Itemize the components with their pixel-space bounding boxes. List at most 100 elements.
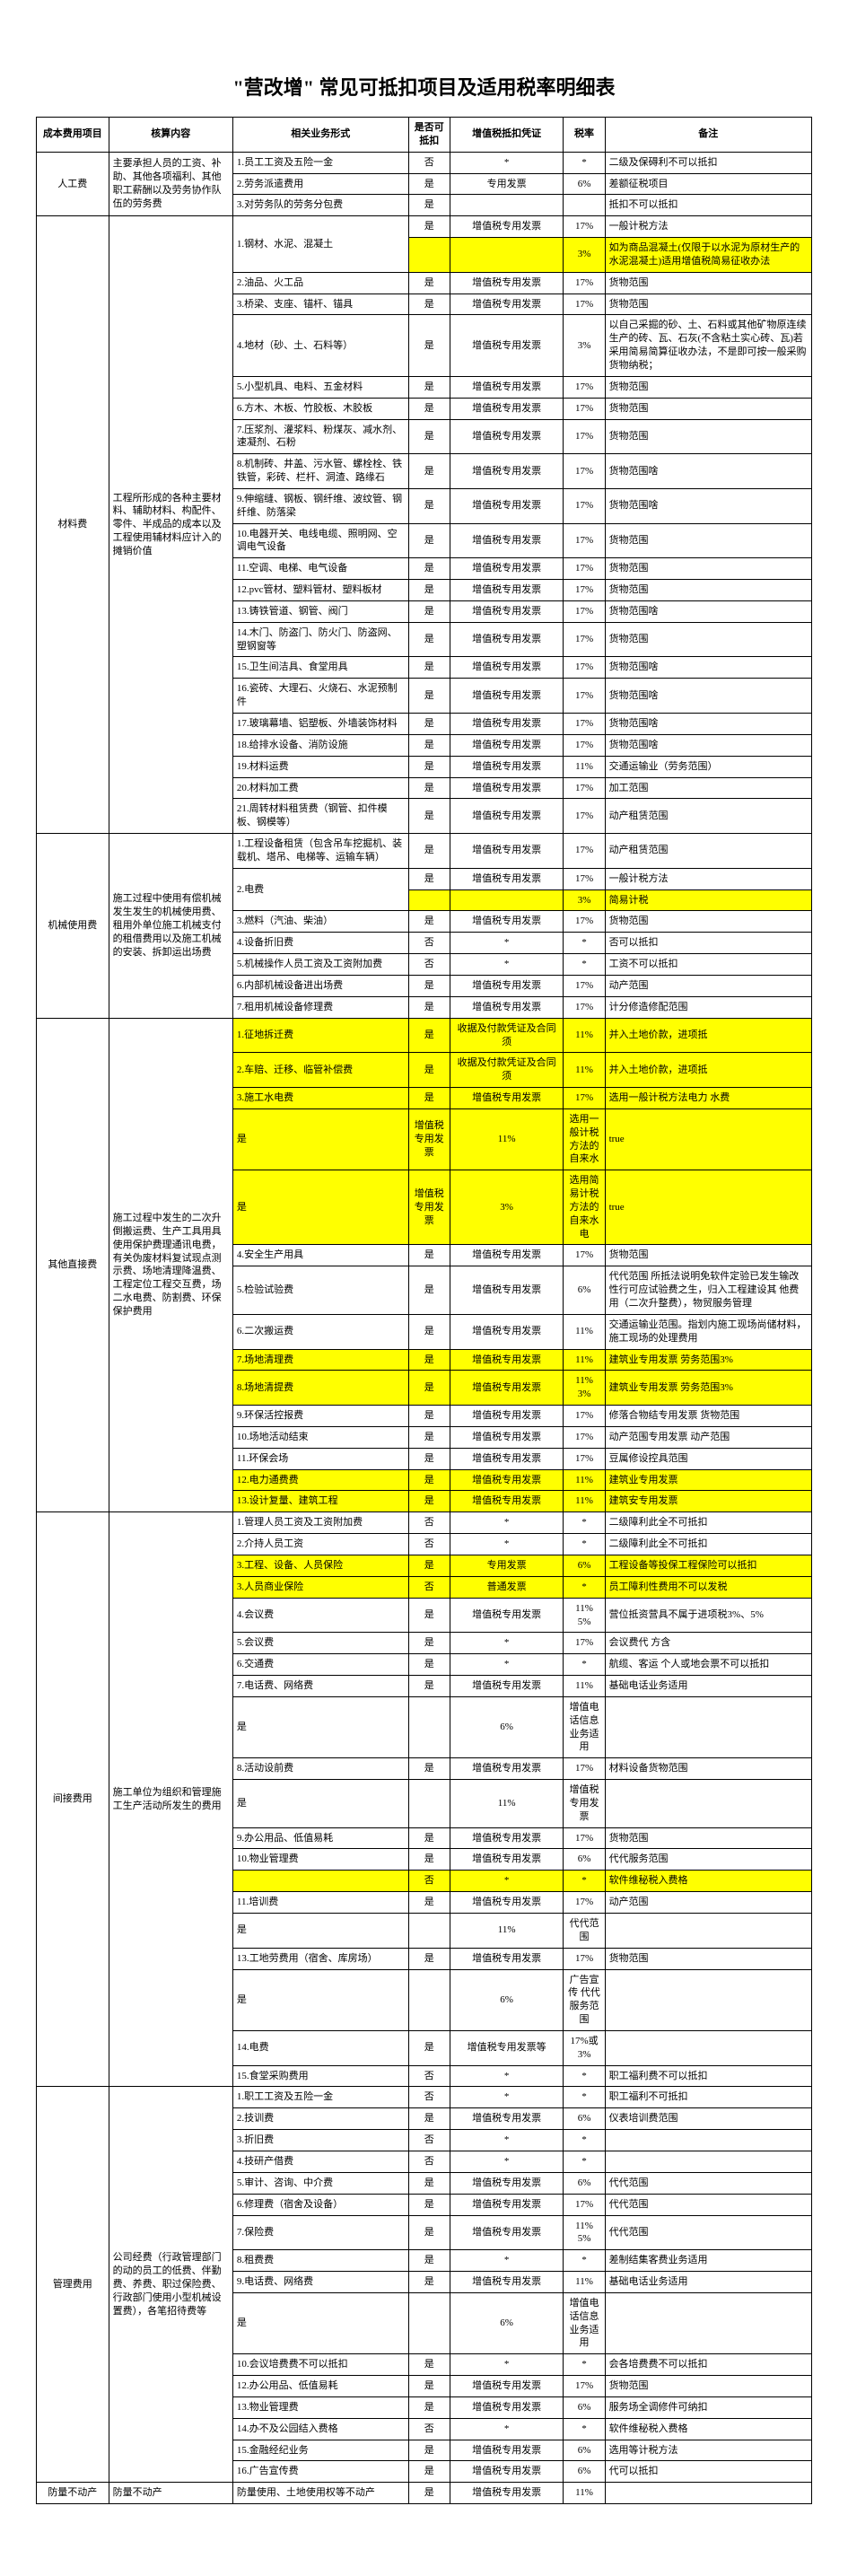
data-cell: 17% (564, 834, 605, 869)
data-cell: 增值税专用发票 (450, 834, 564, 869)
data-cell: 17% (564, 1406, 605, 1427)
data-cell: 是 (408, 2194, 450, 2215)
data-cell: 代代范围 (605, 2172, 811, 2194)
data-cell: 否 (408, 2130, 450, 2151)
data-cell: 是 (408, 216, 450, 238)
data-cell: 豆属修设控具范围 (605, 1448, 811, 1469)
data-cell: 是 (408, 558, 450, 580)
data-cell: 货物范围啥 (605, 600, 811, 622)
data-cell: 是 (408, 2461, 450, 2483)
data-cell: 11% (564, 1676, 605, 1697)
business-cell: 6.二次搬运费 (232, 1314, 408, 1349)
data-cell: 货物范围 (605, 1245, 811, 1266)
data-cell: 建筑业专用发票 劳务范围3% (605, 1349, 811, 1371)
data-cell: 17% (564, 975, 605, 996)
data-cell: 是 (408, 1892, 450, 1914)
data-cell: 17% (564, 657, 605, 679)
desc-cell: 防量不动产 (109, 2483, 232, 2504)
data-cell: 货物范围啥 (605, 714, 811, 735)
business-cell: 15.金融经纪业务 (232, 2440, 408, 2461)
data-cell: 增值税专用发票 (450, 2108, 564, 2130)
business-cell: 12.pvc管材、塑料管材、塑料板材 (232, 580, 408, 601)
data-cell (605, 2151, 811, 2172)
data-cell: 11% 3% (564, 1371, 605, 1406)
data-cell: 基础电话业务适用 (605, 1676, 811, 1697)
business-cell: 14.电费 (232, 2030, 408, 2065)
data-cell: 增值税专用发票 (450, 1088, 564, 1109)
data-cell: 修落合物结专用发票 货物范围 (605, 1406, 811, 1427)
data-cell: 增值税专用发票 (450, 1469, 564, 1491)
table-row: 人工费主要承担人员的工资、补助、其他各项福利、其他职工薪酬以及劳务协作队伍的劳务… (37, 152, 812, 173)
data-cell: * (564, 2065, 605, 2087)
data-cell (605, 1914, 811, 1949)
data-cell: 是 (408, 1426, 450, 1448)
data-cell: 选用一般计税方法的自来水 (564, 1108, 605, 1170)
data-cell: 11% (564, 1018, 605, 1053)
data-cell: 增值税专用发票 (450, 1371, 564, 1406)
data-cell: 增值税专用发票 (450, 1266, 564, 1315)
data-cell: 并入土地价款，进项抵 (605, 1053, 811, 1088)
data-cell: 11% (564, 1053, 605, 1088)
data-cell: 是 (408, 1758, 450, 1780)
data-cell: 货物范围 (605, 1948, 811, 1969)
data-cell: 否 (408, 933, 450, 954)
data-cell: * (450, 2087, 564, 2108)
data-cell: 17% (564, 488, 605, 523)
data-cell: 增值税专用发票 (450, 714, 564, 735)
data-cell: 是 (408, 1349, 450, 1371)
data-cell: 是 (408, 523, 450, 558)
data-cell: 是 (408, 996, 450, 1018)
data-cell: 增值税专用发票 (450, 523, 564, 558)
data-cell: 是 (408, 454, 450, 489)
data-cell: 增值税专用发票 (450, 657, 564, 679)
table-row: 间接费用施工单位为组织和管理施工生产活动所发生的费用1.管理人员工资及工资附加费… (37, 1512, 812, 1534)
data-cell: 增值税专用发票 (450, 2440, 564, 2461)
data-cell: 增值税专用发票 (450, 376, 564, 398)
data-cell: 交通运输业范围。指划内施工现场尚储材料， 施工现场的处理费用 (605, 1314, 811, 1349)
data-cell: * (450, 2151, 564, 2172)
data-cell: 增值税专用发票 (408, 1170, 450, 1245)
column-header: 税率 (564, 118, 605, 153)
detail-table: 成本费用项目核算内容相关业务形式是否可抵扣增值税抵扣凭证税率备注 人工费主要承担… (36, 117, 812, 2504)
data-cell: 交通运输业（劳务范围） (605, 756, 811, 777)
business-cell: 9.电话费、网络费 (232, 2272, 408, 2293)
data-cell: 17%或3% (564, 2030, 605, 2065)
data-cell: 17% (564, 376, 605, 398)
data-cell: 17% (564, 398, 605, 419)
data-cell: 6% (564, 173, 605, 195)
data-cell: 动产范围专用发票 动产范围 (605, 1426, 811, 1448)
business-cell: 1.工程设备租赁（包含吊车挖掘机、装载机、塔吊、电梯等、运输车辆） (232, 834, 408, 869)
data-cell: 增值税专用发票 (450, 2194, 564, 2215)
data-cell: 3% (450, 1170, 564, 1245)
business-cell: 14.木门、防盗门、防火门、防盗网、塑钢窗等 (232, 622, 408, 657)
business-cell: 3.对劳务队的劳务分包费 (232, 195, 408, 216)
data-cell: 简易计税 (605, 889, 811, 911)
business-cell: 1.征地拆迁费 (232, 1018, 408, 1053)
data-cell: 是 (408, 975, 450, 996)
data-cell: 11% (450, 1780, 564, 1828)
data-cell: * (450, 933, 564, 954)
data-cell: 17% (564, 1633, 605, 1654)
desc-cell: 工程所形成的各种主要材料、辅助材料、构配件、零件、半成品的成本以及工程使用辅材料… (109, 216, 232, 834)
data-cell: 增值税专用发票 (450, 488, 564, 523)
business-cell: 7.场地清理费 (232, 1349, 408, 1371)
data-cell (605, 2130, 811, 2151)
data-cell: 17% (564, 2194, 605, 2215)
data-cell: 动产范围 (605, 1892, 811, 1914)
data-cell: 6% (450, 1696, 564, 1757)
business-cell: 8.场地清提费 (232, 1371, 408, 1406)
desc-cell: 主要承担人员的工资、补助、其他各项福利、其他职工薪酬以及劳务协作队伍的劳务费 (109, 152, 232, 216)
data-cell: 是 (408, 714, 450, 735)
data-cell: * (450, 1871, 564, 1892)
data-cell: 增值税专用发票 (450, 2172, 564, 2194)
data-cell: 是 (408, 1469, 450, 1491)
data-cell: 代代范围 (564, 1914, 605, 1949)
data-cell: 会各培费费不可以抵扣 (605, 2354, 811, 2376)
data-cell: 动产范围 (605, 975, 811, 996)
category-cell: 管理费用 (37, 2087, 109, 2483)
data-cell: * (450, 1654, 564, 1676)
data-cell: 6% (564, 2396, 605, 2418)
data-cell: 代代范围 (605, 2194, 811, 2215)
data-cell: 增值税专用发票 (450, 1349, 564, 1371)
data-cell: 增值税专用发票 (450, 1827, 564, 1849)
